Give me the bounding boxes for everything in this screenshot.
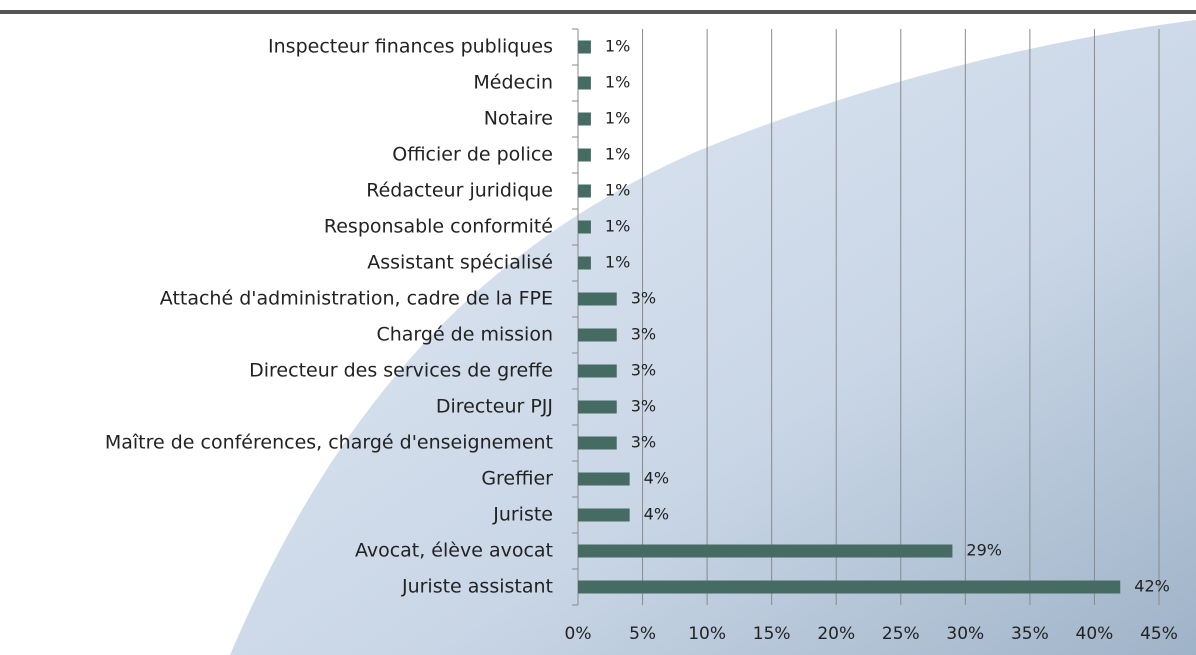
y-tick-label: Officier de police: [392, 144, 553, 166]
bar: [578, 544, 953, 558]
x-tick-label: 5%: [629, 624, 656, 644]
data-label: 3%: [631, 433, 656, 452]
x-tick-label: 25%: [882, 624, 920, 644]
x-tick-label: 30%: [946, 624, 984, 644]
y-tick-label: Notaire: [484, 108, 553, 130]
y-tick-label: Avocat, élève avocat: [355, 540, 553, 562]
data-label: 3%: [631, 397, 656, 416]
y-tick-label: Directeur des services de greffe: [249, 360, 553, 382]
data-label: 1%: [605, 145, 630, 164]
y-tick-label: Responsable conformité: [324, 216, 553, 238]
y-tick-label: Directeur PJJ: [436, 396, 553, 418]
bar: [578, 112, 591, 126]
x-tick-label: 0%: [565, 624, 592, 644]
x-tick-label: 15%: [753, 624, 791, 644]
data-label: 3%: [631, 289, 656, 308]
top-border: [0, 10, 1196, 14]
x-tick-label: 45%: [1140, 624, 1178, 644]
y-tick-label: Assistant spécialisé: [367, 252, 553, 274]
x-tick-label: 20%: [817, 624, 855, 644]
data-label: 1%: [605, 109, 630, 128]
bar: [578, 364, 617, 378]
bar: [578, 40, 591, 54]
y-tick-label: Médecin: [473, 72, 553, 94]
data-label: 1%: [605, 217, 630, 236]
bar: [578, 292, 617, 306]
y-tick-label: Juriste: [492, 504, 553, 526]
y-tick-label: Inspecteur finances publiques: [268, 36, 553, 58]
bar: [578, 184, 591, 198]
x-tick-label: 40%: [1076, 624, 1114, 644]
y-tick-label: Maître de conférences, chargé d'enseigne…: [105, 432, 553, 454]
data-label: 3%: [631, 325, 656, 344]
bar: [578, 436, 617, 450]
y-tick-label: Greffier: [481, 468, 553, 490]
y-tick-label: Attaché d'administration, cadre de la FP…: [160, 288, 553, 310]
data-label: 1%: [605, 181, 630, 200]
bar: [578, 76, 591, 90]
data-label: 42%: [1134, 577, 1170, 596]
bar: [578, 328, 617, 342]
bar: [578, 472, 630, 486]
bar: [578, 256, 591, 270]
bar: [578, 220, 591, 234]
bar: [578, 400, 617, 414]
bar: [578, 580, 1121, 594]
y-tick-label: Chargé de mission: [376, 324, 553, 346]
background-swoosh: [230, 20, 1196, 655]
data-label: 1%: [605, 253, 630, 272]
bar: [578, 508, 630, 522]
y-tick-label: Rédacteur juridique: [366, 180, 553, 202]
x-tick-label: 10%: [688, 624, 726, 644]
bar: [578, 148, 591, 162]
y-tick-label: Juriste assistant: [401, 576, 553, 598]
data-label: 4%: [644, 469, 669, 488]
data-label: 3%: [631, 361, 656, 380]
data-label: 1%: [605, 73, 630, 92]
x-tick-label: 35%: [1011, 624, 1049, 644]
data-label: 4%: [644, 505, 669, 524]
data-label: 29%: [966, 541, 1002, 560]
data-label: 1%: [605, 37, 630, 56]
